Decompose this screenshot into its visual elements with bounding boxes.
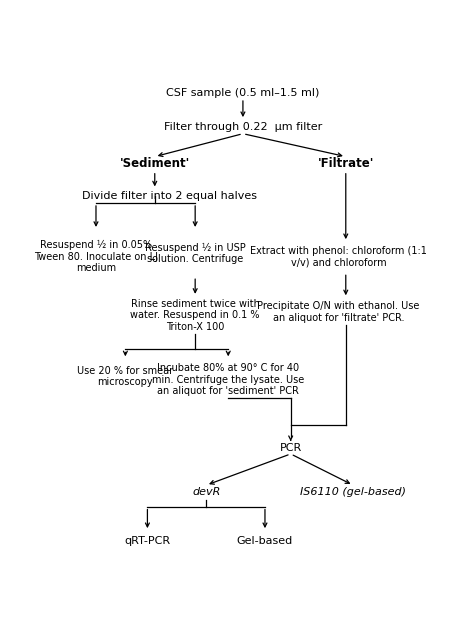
- Text: IS6110 (gel-based): IS6110 (gel-based): [300, 487, 406, 497]
- Text: Incubate 80% at 90° C for 40
min. Centrifuge the lysate. Use
an aliquot for 'sed: Incubate 80% at 90° C for 40 min. Centri…: [152, 363, 304, 396]
- Text: Gel-based: Gel-based: [237, 536, 293, 546]
- Text: CSF sample (0.5 ml–1.5 ml): CSF sample (0.5 ml–1.5 ml): [166, 88, 319, 98]
- Text: Extract with phenol: chloroform (1:1
v/v) and chloroform: Extract with phenol: chloroform (1:1 v/v…: [250, 246, 427, 268]
- Text: devR: devR: [192, 487, 220, 497]
- Text: Divide filter into 2 equal halves: Divide filter into 2 equal halves: [82, 191, 257, 201]
- Text: Filter through 0.22  μm filter: Filter through 0.22 μm filter: [164, 122, 322, 133]
- Text: Resuspend ½ in 0.05%
Tween 80. Inoculate on LJ
medium: Resuspend ½ in 0.05% Tween 80. Inoculate…: [34, 240, 158, 273]
- Text: qRT-PCR: qRT-PCR: [124, 536, 171, 546]
- Text: Precipitate O/N with ethanol. Use
an aliquot for 'filtrate' PCR.: Precipitate O/N with ethanol. Use an ali…: [257, 301, 419, 323]
- Text: Rinse sediment twice with
water. Resuspend in 0.1 %
Triton-X 100: Rinse sediment twice with water. Resuspe…: [130, 299, 260, 332]
- Text: 'Filtrate': 'Filtrate': [318, 157, 374, 171]
- Text: Resuspend ½ in USP
solution. Centrifuge: Resuspend ½ in USP solution. Centrifuge: [145, 242, 246, 264]
- Text: 'Sediment': 'Sediment': [119, 157, 190, 171]
- Text: Use 20 % for smear
microscopy: Use 20 % for smear microscopy: [77, 366, 173, 387]
- Text: PCR: PCR: [280, 443, 302, 453]
